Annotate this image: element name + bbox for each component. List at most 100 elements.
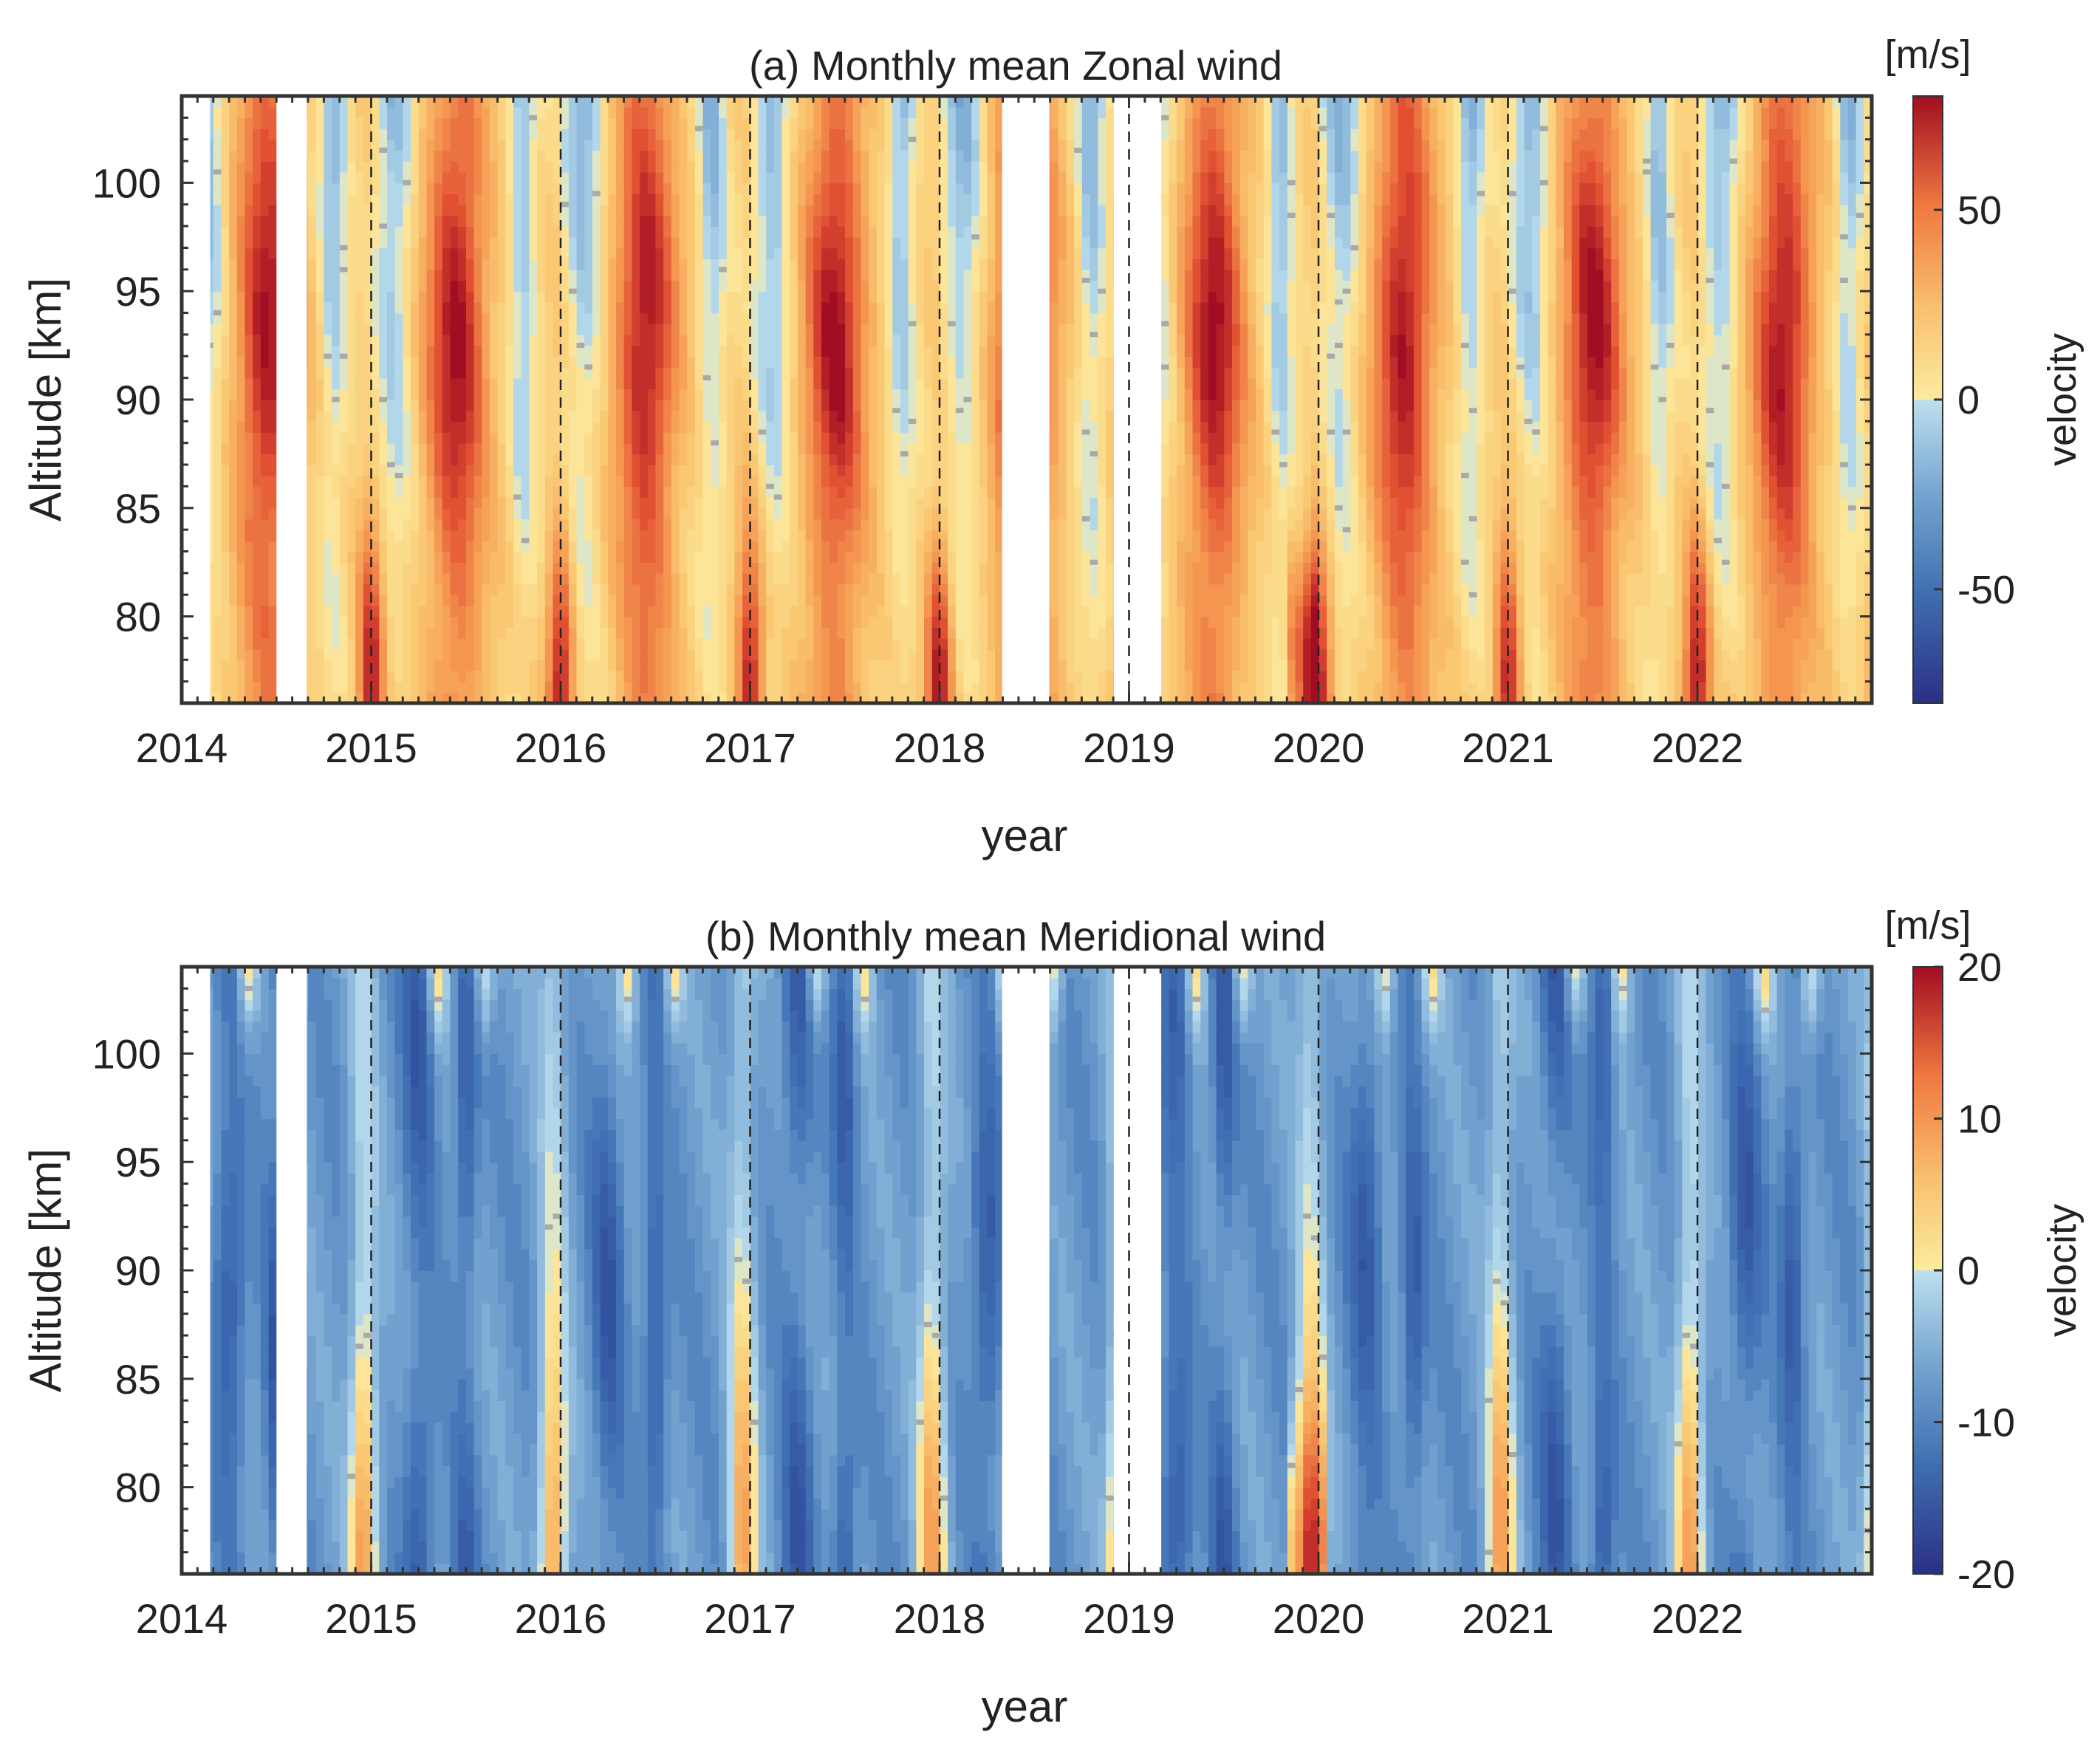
field-cell <box>213 518 222 530</box>
field-cell <box>505 475 514 487</box>
field-cell <box>647 150 657 162</box>
field-cell <box>671 204 680 216</box>
field-cell <box>268 475 278 487</box>
field-cell <box>229 518 238 530</box>
field-cell <box>473 442 483 455</box>
field-cell <box>434 388 443 400</box>
field-cell <box>584 453 593 465</box>
field-cell <box>647 96 657 108</box>
field-cell <box>655 507 664 520</box>
field-cell <box>758 507 767 520</box>
field-cell <box>482 301 490 314</box>
field-cell <box>339 681 349 694</box>
field-cell <box>236 204 246 216</box>
field-cell <box>671 291 680 303</box>
field-cell <box>465 475 475 487</box>
field-cell <box>711 648 719 661</box>
field-cell <box>473 280 483 292</box>
field-cell <box>521 194 530 205</box>
field-cell <box>852 648 862 661</box>
field-cell <box>236 572 246 585</box>
field-cell <box>623 204 633 216</box>
field-cell <box>568 106 578 119</box>
field-cell <box>773 161 783 173</box>
field-cell <box>347 530 357 541</box>
field-cell <box>253 518 261 530</box>
field-cell <box>576 583 586 596</box>
field-cell <box>450 388 459 400</box>
field-cell <box>221 583 230 596</box>
field-cell <box>568 171 578 184</box>
field-cell <box>363 377 372 390</box>
field-cell <box>742 291 751 303</box>
field-cell <box>394 562 404 574</box>
field-cell <box>766 595 775 606</box>
field-cell <box>315 215 325 227</box>
field-cell <box>663 583 672 596</box>
field-cell <box>600 96 609 108</box>
field-cell <box>655 670 664 682</box>
field-cell <box>742 637 751 650</box>
field-cell <box>805 595 815 606</box>
field-cell <box>679 356 688 368</box>
field-cell <box>497 117 507 129</box>
field-cell <box>600 291 609 303</box>
field-cell <box>568 562 578 574</box>
field-cell <box>544 648 554 661</box>
field-cell <box>482 171 490 184</box>
field-cell <box>742 106 751 119</box>
field-cell <box>719 660 728 671</box>
field-cell <box>434 530 443 541</box>
field-cell <box>450 106 459 119</box>
field-cell <box>521 388 530 400</box>
field-cell <box>608 236 617 249</box>
field-cell <box>694 106 704 119</box>
field-cell <box>861 637 869 650</box>
field-cell <box>742 660 751 671</box>
field-cell <box>521 204 530 216</box>
field-cell <box>616 377 625 390</box>
field-cell <box>236 627 246 639</box>
field-cell <box>426 171 435 184</box>
field-cell <box>719 616 728 629</box>
field-cell <box>411 236 420 249</box>
field-cell <box>797 117 807 129</box>
field-cell <box>505 280 514 292</box>
field-cell <box>244 507 254 520</box>
field-cell <box>821 345 830 357</box>
field-cell <box>482 269 490 281</box>
field-cell <box>702 215 712 227</box>
field-cell <box>260 280 270 292</box>
field-cell <box>260 215 270 227</box>
field-cell <box>687 269 696 281</box>
field-cell <box>790 595 798 606</box>
field-cell <box>347 681 357 694</box>
field-cell <box>418 627 428 639</box>
field-cell <box>568 247 578 259</box>
field-cell <box>584 334 593 346</box>
field-cell <box>758 323 767 335</box>
field-cell <box>813 432 822 444</box>
field-cell <box>790 475 798 487</box>
field-cell <box>702 497 712 509</box>
field-cell <box>253 312 261 325</box>
field-cell <box>221 204 230 216</box>
field-cell <box>663 247 672 259</box>
field-cell <box>694 442 704 455</box>
field-cell <box>521 400 530 411</box>
field-cell <box>386 486 396 498</box>
field-cell <box>837 627 846 639</box>
field-cell <box>497 572 507 585</box>
field-cell <box>268 518 278 530</box>
field-cell <box>742 377 751 390</box>
field-cell <box>592 583 601 596</box>
field-cell <box>797 670 807 682</box>
field-cell <box>813 572 822 585</box>
field-cell <box>845 572 854 585</box>
field-cell <box>568 356 578 368</box>
field-cell <box>568 366 578 379</box>
field-cell <box>339 442 349 455</box>
field-cell <box>332 194 341 205</box>
field-cell <box>758 139 767 151</box>
field-cell <box>773 648 783 661</box>
